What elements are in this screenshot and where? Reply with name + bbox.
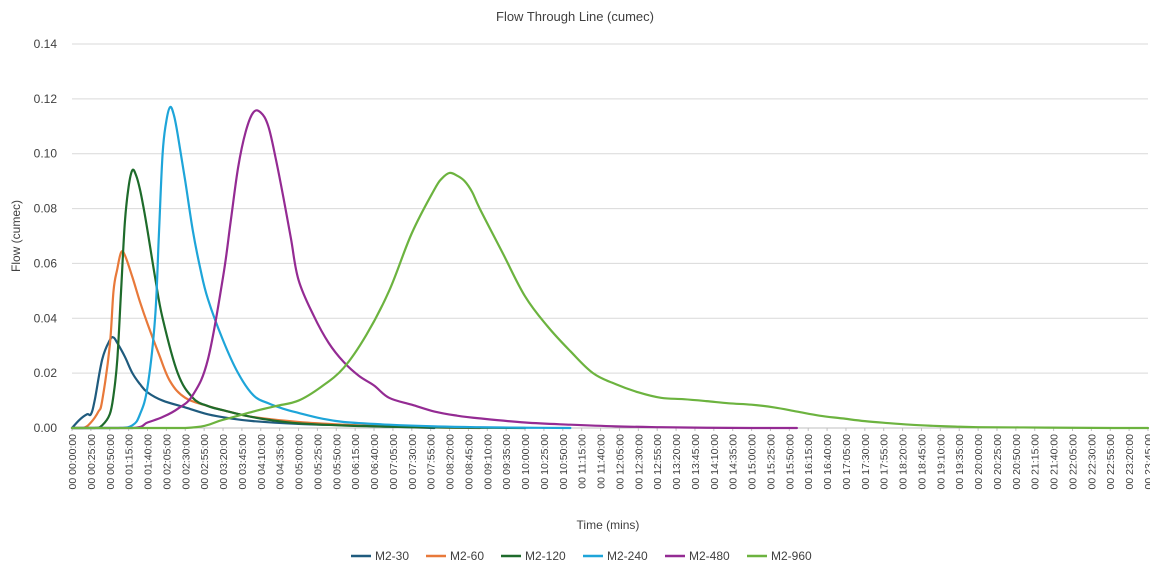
- x-axis-label: Time (mins): [577, 518, 640, 532]
- x-tick-label: 00 17:05:00: [841, 434, 853, 490]
- x-tick-label: 00 16:15:00: [803, 434, 815, 490]
- legend-item-m2-60: M2-60: [426, 549, 484, 563]
- x-tick-label: 00 07:55:00: [426, 434, 438, 490]
- x-tick-label: 00 02:55:00: [199, 434, 211, 490]
- y-axis-label: Flow (cumec): [9, 200, 23, 272]
- x-tick-label: 00 06:15:00: [350, 434, 362, 490]
- legend-label: M2-960: [771, 549, 812, 563]
- x-tick-label: 00 05:00:00: [294, 434, 306, 490]
- series-line-m2-30: [70, 336, 436, 430]
- x-tick-label: 00 18:20:00: [898, 434, 910, 490]
- y-tick-label: 0.10: [34, 147, 58, 161]
- legend-item-m2-30: M2-30: [351, 549, 409, 563]
- x-tick-label: 00 02:30:00: [180, 434, 192, 490]
- series-line-m2-60: [70, 249, 481, 430]
- legend-item-m2-240: M2-240: [583, 549, 648, 563]
- x-tick-label: 00 08:20:00: [445, 434, 457, 490]
- x-tick-label: 00 13:20:00: [671, 434, 683, 490]
- series-line-m2-120: [70, 168, 527, 430]
- x-tick-label: 00 12:05:00: [614, 434, 626, 490]
- x-tick-label: 00 10:00:00: [520, 434, 532, 490]
- x-tick-label: 00 01:40:00: [143, 434, 155, 490]
- x-tick-label: 00 10:50:00: [558, 434, 570, 490]
- x-tick-label: 00 09:10:00: [482, 434, 494, 490]
- x-tick-label: 00 19:10:00: [935, 434, 947, 490]
- x-tick-label: 00 22:55:00: [1105, 434, 1117, 490]
- legend-label: M2-480: [689, 549, 730, 563]
- x-tick-label: 00 20:25:00: [992, 434, 1004, 490]
- x-tick-label: 00 00:50:00: [105, 434, 117, 490]
- x-tick-label: 00 07:05:00: [388, 434, 400, 490]
- x-tick-label: 00 12:55:00: [652, 434, 664, 490]
- x-tick-label: 00 11:15:00: [577, 434, 589, 489]
- x-tick-label: 00 01:15:00: [124, 434, 136, 490]
- x-tick-label: 00 23:20:00: [1124, 434, 1136, 490]
- x-tick-label: 00 05:50:00: [331, 434, 343, 490]
- x-axis-ticks: 00 00:00:00 00 00:25:00 00 00:50:00 00 01:1…: [67, 428, 1150, 489]
- x-tick-label: 00 21:15:00: [1030, 434, 1042, 490]
- x-tick-label: 00 23:45:00: [1143, 434, 1150, 490]
- x-tick-label: 00 17:30:00: [860, 434, 872, 490]
- x-tick-label: 00 02:05:00: [161, 434, 173, 490]
- y-tick-label: 0.02: [34, 366, 58, 380]
- gridlines: [72, 43, 1148, 429]
- x-tick-label: 00 09:35:00: [501, 434, 513, 490]
- x-tick-label: 00 00:00:00: [67, 434, 79, 490]
- x-tick-label: 00 14:35:00: [728, 434, 740, 490]
- x-tick-label: 00 03:20:00: [218, 434, 230, 490]
- x-tick-label: 00 18:45:00: [916, 434, 928, 490]
- series-lines: [70, 105, 1150, 430]
- series-line-m2-240: [70, 105, 572, 430]
- x-tick-label: 00 10:25:00: [539, 434, 551, 490]
- x-tick-label: 00 04:10:00: [256, 434, 268, 490]
- y-tick-label: 0.06: [34, 256, 58, 270]
- chart-title: Flow Through Line (cumec): [496, 9, 654, 24]
- y-tick-label: 0.04: [34, 311, 58, 325]
- x-tick-label: 00 12:30:00: [633, 434, 645, 490]
- legend-item-m2-120: M2-120: [501, 549, 566, 563]
- legend-item-m2-960: M2-960: [747, 549, 812, 563]
- x-tick-label: 00 15:00:00: [747, 434, 759, 490]
- y-tick-label: 0.12: [34, 92, 58, 106]
- x-tick-label: 00 22:30:00: [1086, 434, 1098, 490]
- y-tick-label: 0.08: [34, 202, 58, 216]
- x-tick-label: 00 03:45:00: [237, 434, 249, 490]
- x-tick-label: 00 15:25:00: [765, 434, 777, 490]
- y-tick-label: 0.14: [34, 37, 58, 51]
- y-tick-label: 0.00: [34, 421, 58, 435]
- legend-label: M2-60: [450, 549, 484, 563]
- x-tick-label: 00 11:40:00: [596, 434, 608, 489]
- x-tick-label: 00 14:10:00: [709, 434, 721, 490]
- x-tick-label: 00 07:30:00: [407, 434, 419, 490]
- series-line-m2-480: [70, 109, 798, 430]
- x-tick-label: 00 08:45:00: [463, 434, 475, 490]
- x-tick-label: 00 05:25:00: [312, 434, 324, 490]
- x-tick-label: 00 22:05:00: [1067, 434, 1079, 490]
- legend: M2-30 M2-60 M2-120 M2-240 M2-480 M2-960: [351, 549, 812, 563]
- x-tick-label: 00 04:35:00: [275, 434, 287, 490]
- x-tick-label: 00 20:00:00: [973, 434, 985, 490]
- legend-item-m2-480: M2-480: [665, 549, 730, 563]
- series-line-m2-960: [70, 171, 1150, 430]
- y-axis-ticks: 0.00 0.02 0.04 0.06 0.08 0.10 0.12 0.14: [34, 37, 58, 435]
- x-tick-label: 00 16:40:00: [822, 434, 834, 490]
- x-tick-label: 00 13:45:00: [690, 434, 702, 490]
- legend-label: M2-120: [525, 549, 566, 563]
- x-tick-label: 00 20:50:00: [1011, 434, 1023, 490]
- x-tick-label: 00 21:40:00: [1049, 434, 1061, 490]
- legend-label: M2-30: [375, 549, 409, 563]
- x-tick-label: 00 19:35:00: [954, 434, 966, 490]
- x-tick-label: 00 15:50:00: [784, 434, 796, 490]
- x-tick-label: 00 06:40:00: [369, 434, 381, 490]
- legend-label: M2-240: [607, 549, 648, 563]
- x-tick-label: 00 00:25:00: [86, 434, 98, 490]
- x-tick-label: 00 17:55:00: [879, 434, 891, 490]
